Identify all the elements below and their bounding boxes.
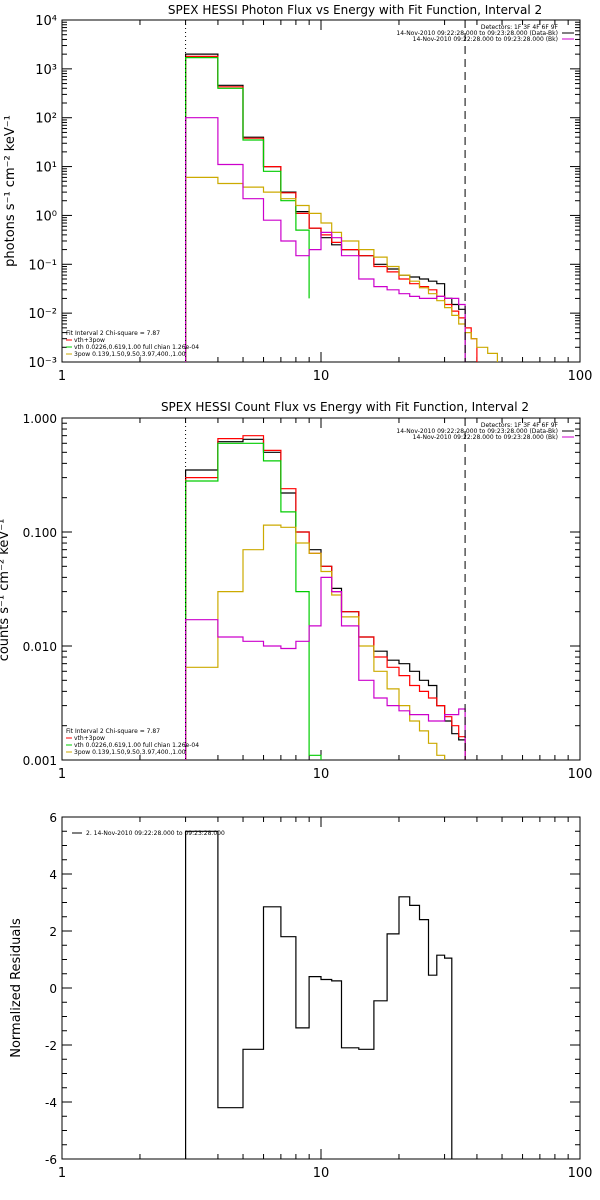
legend-entry: vth 0.0226,0.619,1.00 full chian 1.26e-0…: [74, 344, 199, 351]
panel-title: SPEX HESSI Count Flux vs Energy with Fit…: [161, 400, 529, 414]
y-axis-label: photons s⁻¹ cm⁻² keV⁻¹: [3, 115, 18, 267]
y-tick-label: 6: [49, 811, 57, 825]
y-axis-label: Normalized Residuals: [9, 918, 24, 1058]
legend-entry: vth+3pow: [74, 735, 105, 742]
x-tick-label: 10: [313, 369, 330, 384]
panel-title: SPEX HESSI Photon Flux vs Energy with Fi…: [168, 3, 542, 17]
legend-bottom: Fit Interval 2 Chi-square = 7.87vth+3pow…: [66, 330, 199, 358]
y-tick-label: 10³: [35, 63, 57, 78]
legend-entry: 14-Nov-2010 09:22:28.000 to 09:23:28.000…: [396, 428, 558, 435]
x-tick-label: 1: [58, 1166, 66, 1181]
legend-entry: Detectors: 1F 3F 4F 6F 9F: [481, 24, 559, 31]
plot-frame: [61, 19, 581, 363]
series-layer: [185, 435, 466, 760]
reference-lines: [185, 418, 466, 760]
x-tick-label: 100: [568, 767, 593, 782]
series-line: [185, 442, 322, 760]
y-tick-label: 10⁰: [35, 209, 57, 224]
y-tick-label: 10¹: [35, 161, 57, 176]
series-line: [185, 830, 453, 1159]
y-tick-label: -2: [45, 1039, 57, 1053]
legend-entry: 3pow 0.139,1.50,9.50,3.97,400.,1.00: [74, 749, 186, 756]
y-tick-label: 0.010: [23, 640, 57, 654]
y-tick-label: 0: [49, 982, 57, 996]
series-line: [185, 55, 478, 362]
y-tick-label: -6: [45, 1153, 57, 1167]
legend-entry: 14-Nov-2010 09:22:28.000 to 09:23:28.000…: [396, 30, 558, 37]
y-tick-label: 4: [49, 868, 57, 882]
y-tick-label: 0.100: [23, 526, 57, 540]
legend-entry: Fit Interval 2 Chi-square = 7.87: [66, 330, 160, 337]
y-tick-label: 0.001: [23, 754, 57, 768]
series-line: [185, 435, 466, 760]
legend-bottom: Fit Interval 2 Chi-square = 7.87vth+3pow…: [66, 728, 199, 756]
count-flux-panel: SPEX HESSI Count Flux vs Energy with Fit…: [0, 400, 592, 782]
series-line: [185, 117, 466, 362]
legend-entry: 14-Nov-2010 09:22:28.000 to 09:23:28.000…: [413, 36, 558, 43]
reference-lines: [185, 20, 466, 362]
y-tick-label: 10⁻²: [28, 307, 57, 322]
x-tick-label: 10: [313, 1166, 330, 1181]
series-line: [185, 576, 466, 760]
y-ticks: 0.001 0.010 0.100 1.000: [23, 412, 580, 768]
series-line: [185, 438, 466, 760]
series-layer: [185, 53, 498, 362]
legend-entry: 14-Nov-2010 09:22:28.000 to 09:23:28.000…: [413, 434, 558, 441]
legend-entry: vth+3pow: [74, 337, 105, 344]
y-tick-label: 2: [49, 925, 57, 939]
legend-entry: Detectors: 1F 3F 4F 6F 9F: [481, 422, 559, 429]
photon-flux-panel: SPEX HESSI Photon Flux vs Energy with Fi…: [3, 3, 592, 384]
y-tick-label: 10²: [35, 112, 57, 127]
y-tick-label: 10⁻³: [28, 356, 57, 371]
legend-top: 2. 14-Nov-2010 09:22:28.000 to 09:23:28.…: [72, 830, 225, 837]
x-ticks: 1 10 100: [58, 817, 593, 1181]
legend-entry: Fit Interval 2 Chi-square = 7.87: [66, 728, 160, 735]
legend-entry: vth 0.0226,0.619,1.00 full chian 1.26e-0…: [74, 742, 199, 749]
legend-entry: 2. 14-Nov-2010 09:22:28.000 to 09:23:28.…: [86, 830, 225, 837]
legend-entry: 3pow 0.139,1.50,9.50,3.97,400.,1.00: [74, 351, 186, 358]
y-ticks: -6 -4 -2 0 2 4 6: [45, 811, 580, 1167]
series-layer: [185, 830, 453, 1159]
y-tick-label: 1.000: [23, 412, 57, 426]
series-line: [185, 524, 446, 760]
x-tick-label: 1: [58, 369, 66, 384]
y-tick-label: 10⁻¹: [28, 258, 57, 273]
series-line: [185, 176, 498, 362]
x-tick-label: 100: [568, 369, 593, 384]
series-line: [185, 53, 477, 362]
y-axis-label: counts s⁻¹ cm⁻² keV⁻¹: [0, 519, 12, 662]
y-tick-label: 10⁴: [35, 14, 57, 29]
residuals-panel: Normalized Residuals 1 10 100 -6 -4 -2 0 2 4 6 2…: [9, 811, 592, 1181]
series-line: [185, 57, 310, 362]
x-tick-label: 1: [58, 767, 66, 782]
plot-frame: [61, 816, 581, 1160]
y-ticks: 10⁻³ 10⁻² 10⁻¹ 10⁰ 10¹ 10² 10³ 10⁴: [28, 14, 580, 371]
y-tick-label: -4: [45, 1096, 57, 1110]
x-tick-label: 10: [313, 767, 330, 782]
x-tick-label: 100: [568, 1166, 593, 1181]
